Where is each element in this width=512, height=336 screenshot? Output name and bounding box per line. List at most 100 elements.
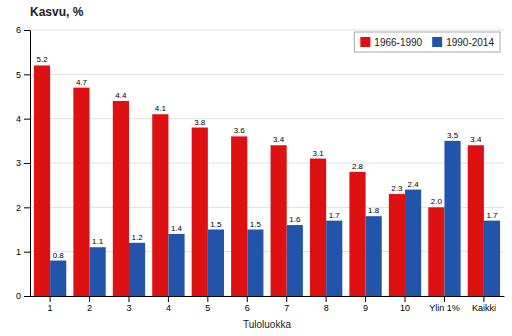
tick-label: 3: [16, 158, 21, 168]
tick: 6: [245, 296, 250, 313]
tick-mark: [483, 296, 484, 302]
tick-mark: [24, 163, 30, 164]
tick: 3: [126, 296, 131, 313]
tick-label: 1: [16, 247, 21, 257]
data-label: 1.7: [486, 211, 498, 220]
bar: [326, 221, 342, 296]
bar: [73, 88, 89, 296]
chart: 12345678910Ylin 1%Kaikki01234565.24.74.4…: [0, 0, 512, 336]
tick-label: Kaikki: [472, 303, 496, 313]
tick-mark: [168, 296, 169, 302]
x-axis-title: Tuloluokka: [243, 319, 291, 330]
tick-label: 2: [87, 303, 92, 313]
tick: Ylin 1%: [429, 296, 460, 313]
legend-swatch: [360, 37, 370, 47]
tick: 3: [16, 158, 30, 168]
tick-label: 9: [363, 303, 368, 313]
legend: 1966-1990 1990-2014: [354, 32, 500, 52]
tick-label: 8: [324, 303, 329, 313]
bar: [231, 136, 247, 296]
bar: [287, 225, 303, 296]
data-label: 4.1: [155, 104, 167, 113]
tick-label: Ylin 1%: [429, 303, 460, 313]
data-label: 1.5: [210, 220, 222, 229]
legend-label: 1990-2014: [446, 37, 494, 48]
tick-label: 10: [400, 303, 410, 313]
bar: [192, 128, 208, 296]
tick: 9: [363, 296, 368, 313]
grid-line: [30, 74, 504, 75]
bar: [90, 247, 106, 296]
bar: [152, 114, 168, 296]
bar: [428, 207, 444, 296]
bar: [271, 145, 287, 296]
grid: [30, 30, 504, 296]
data-label: 3.8: [194, 118, 206, 127]
plot: 12345678910Ylin 1%Kaikki01234565.24.74.4…: [16, 25, 505, 313]
tick-label: 4: [166, 303, 171, 313]
bar: [208, 230, 224, 297]
tick: 5: [16, 70, 30, 80]
title: Kasvu, %: [30, 5, 84, 19]
bar: [247, 230, 263, 297]
tick-label: 5: [205, 303, 210, 313]
y-axis: 0 1 2 3 4 5 6: [16, 25, 31, 301]
tick: 5: [205, 296, 210, 313]
bar: [50, 261, 66, 296]
tick-label: 5: [16, 70, 21, 80]
data-label: 5.2: [36, 55, 48, 64]
tick-mark: [128, 296, 129, 302]
tick-label: 6: [16, 25, 21, 35]
data-label: 3.1: [313, 149, 325, 158]
tick: 7: [284, 296, 289, 313]
data-label: 3.4: [273, 135, 285, 144]
data-label: 1.6: [289, 215, 301, 224]
tick-label: 0: [16, 291, 21, 301]
data-label: 2.4: [408, 180, 420, 189]
data-label: 4.4: [115, 91, 127, 100]
tick-label: 2: [16, 203, 21, 213]
data-label: 2.8: [352, 162, 364, 171]
legend-label: 1966-1990: [374, 37, 422, 48]
tick-mark: [24, 296, 30, 297]
tick-mark: [326, 296, 327, 302]
tick: 6: [16, 25, 30, 35]
tick: 2: [87, 296, 92, 313]
data-label: 1.1: [92, 237, 104, 246]
data-label: 1.2: [132, 233, 144, 242]
bar: [366, 216, 382, 296]
data-label: 3.4: [470, 135, 482, 144]
tick-mark: [89, 296, 90, 302]
legend-item: 1990-2014: [432, 37, 494, 48]
legend-swatch: [432, 37, 442, 47]
tick-label: 3: [126, 303, 131, 313]
tick-mark: [24, 252, 30, 253]
tick-label: 6: [245, 303, 250, 313]
tick-mark: [24, 119, 30, 120]
bar: [129, 243, 145, 296]
grid-line: [30, 163, 504, 164]
data-label: 1.8: [368, 206, 380, 215]
tick-label: 7: [284, 303, 289, 313]
tick: 4: [166, 296, 171, 313]
bar-series: [34, 65, 484, 296]
tick-mark: [24, 30, 30, 31]
data-label: 3.6: [234, 126, 246, 135]
grid-line: [30, 118, 504, 119]
tick-mark: [365, 296, 366, 302]
bar: [484, 221, 500, 296]
bar: [389, 194, 405, 296]
tick-mark: [24, 74, 30, 75]
tick: 8: [324, 296, 329, 313]
tick-mark: [50, 296, 51, 302]
grid-line: [30, 30, 504, 31]
bar: [113, 101, 129, 296]
x-axis: 12345678910Ylin 1%Kaikki: [31, 296, 505, 313]
tick: 10: [400, 296, 410, 313]
tick-label: 4: [16, 114, 21, 124]
data-label: 2.3: [391, 184, 403, 193]
data-label: 1.7: [329, 211, 341, 220]
bar: [310, 159, 326, 296]
legend-item: 1966-1990: [360, 37, 422, 48]
data-label: 2.0: [431, 197, 443, 206]
